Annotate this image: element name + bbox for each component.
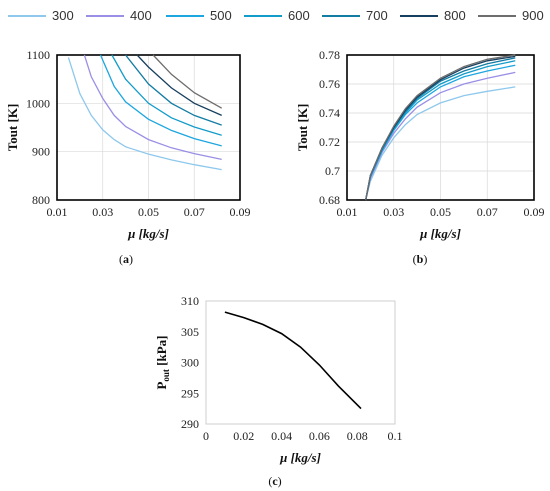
y-tick-label: 800 [32,193,50,207]
legend-swatch [8,15,46,17]
x-tick-label: 0.02 [233,429,254,443]
y-tick-label: 0.7 [325,164,340,178]
series-line-500 [99,54,222,147]
legend-label: 400 [130,8,152,23]
caption-b: (b) [413,252,428,266]
x-tick-label: 0.09 [524,205,545,219]
y-tick-label: 300 [181,356,199,370]
chart-b: 0.01 0.03 0.05 0.07 0.09 0.68 0.7 0.72 0.74 0.76 0… [295,48,545,241]
legend-swatch [244,15,282,17]
plot-frame [346,54,535,201]
y-tick-label: 0.72 [319,135,340,149]
series-line-600 [111,54,222,136]
legend-label: 700 [366,8,388,23]
series-line-700 [125,54,222,126]
plot-frame [205,300,396,425]
x-tick-label: 0.05 [430,205,451,219]
legend-swatch [322,15,360,17]
series-line-900 [365,54,516,201]
x-tick-label: 0.04 [271,429,292,443]
y-tick-label: 0.68 [319,193,340,207]
series-line-300 [67,57,222,171]
x-tick-label: 0.07 [184,205,205,219]
x-tick-label: 0.06 [309,429,330,443]
y-tick-label: 305 [181,325,199,339]
y-tick-label: 1100 [26,48,50,62]
y-axis-title: Tout [K] [5,104,20,152]
y-tick-label: 1000 [26,96,50,110]
series-line-800 [136,54,222,116]
series-line-pressure [224,311,362,410]
legend-swatch [478,15,516,17]
x-tick-label: 0.09 [230,205,251,219]
x-tick-label: 0.05 [138,205,159,219]
x-tick-label: 0.03 [92,205,113,219]
legend-label: 600 [288,8,310,23]
legend-label: 900 [522,8,544,23]
x-tick-label: 0.03 [383,205,404,219]
x-tick-label: 0.01 [337,205,358,219]
legend-label: 800 [444,8,466,23]
y-tick-label: 0.76 [319,77,340,91]
x-tick-label: 0.08 [347,429,368,443]
chart-c: 0 0.02 0.04 0.06 0.08 0.1 290 295 300 305 310 μ [kg… [154,294,403,465]
y-tick-label: 290 [181,417,199,431]
y-tick-label: 0.74 [319,106,340,120]
x-tick-label: 0.01 [47,205,68,219]
chart-a: 0.01 0.03 0.05 0.07 0.09 800 900 1000 1100 μ [kg/… [5,48,251,241]
x-axis-title: μ [kg/s] [419,226,461,241]
legend-label: 300 [52,8,74,23]
series-line-900 [152,54,223,109]
x-tick-label: 0.07 [477,205,498,219]
x-axis-title: μ [kg/s] [279,450,321,465]
legend-label: 500 [210,8,232,23]
y-tick-label: 310 [181,294,199,308]
legend-swatch [166,15,204,17]
y-tick-label: 900 [32,145,50,159]
x-tick-label: 0 [203,429,209,443]
plot-frame [56,54,241,201]
y-tick-label: 295 [181,386,199,400]
legend-swatch [86,15,124,17]
legend: 300 400 500 600 700 800 900 [8,6,548,28]
x-axis-title: μ [kg/s] [127,226,169,241]
y-tick-label: 0.78 [319,48,340,62]
legend-swatch [400,15,438,17]
series-line-300 [365,86,516,201]
caption-a: (a) [119,252,133,266]
series-line-400 [83,54,222,161]
y-axis-title: Pout [kPa] [154,335,171,389]
y-axis-title: Tout [K] [295,104,310,152]
caption-c: (c) [268,474,281,488]
x-tick-label: 0.1 [388,429,403,443]
